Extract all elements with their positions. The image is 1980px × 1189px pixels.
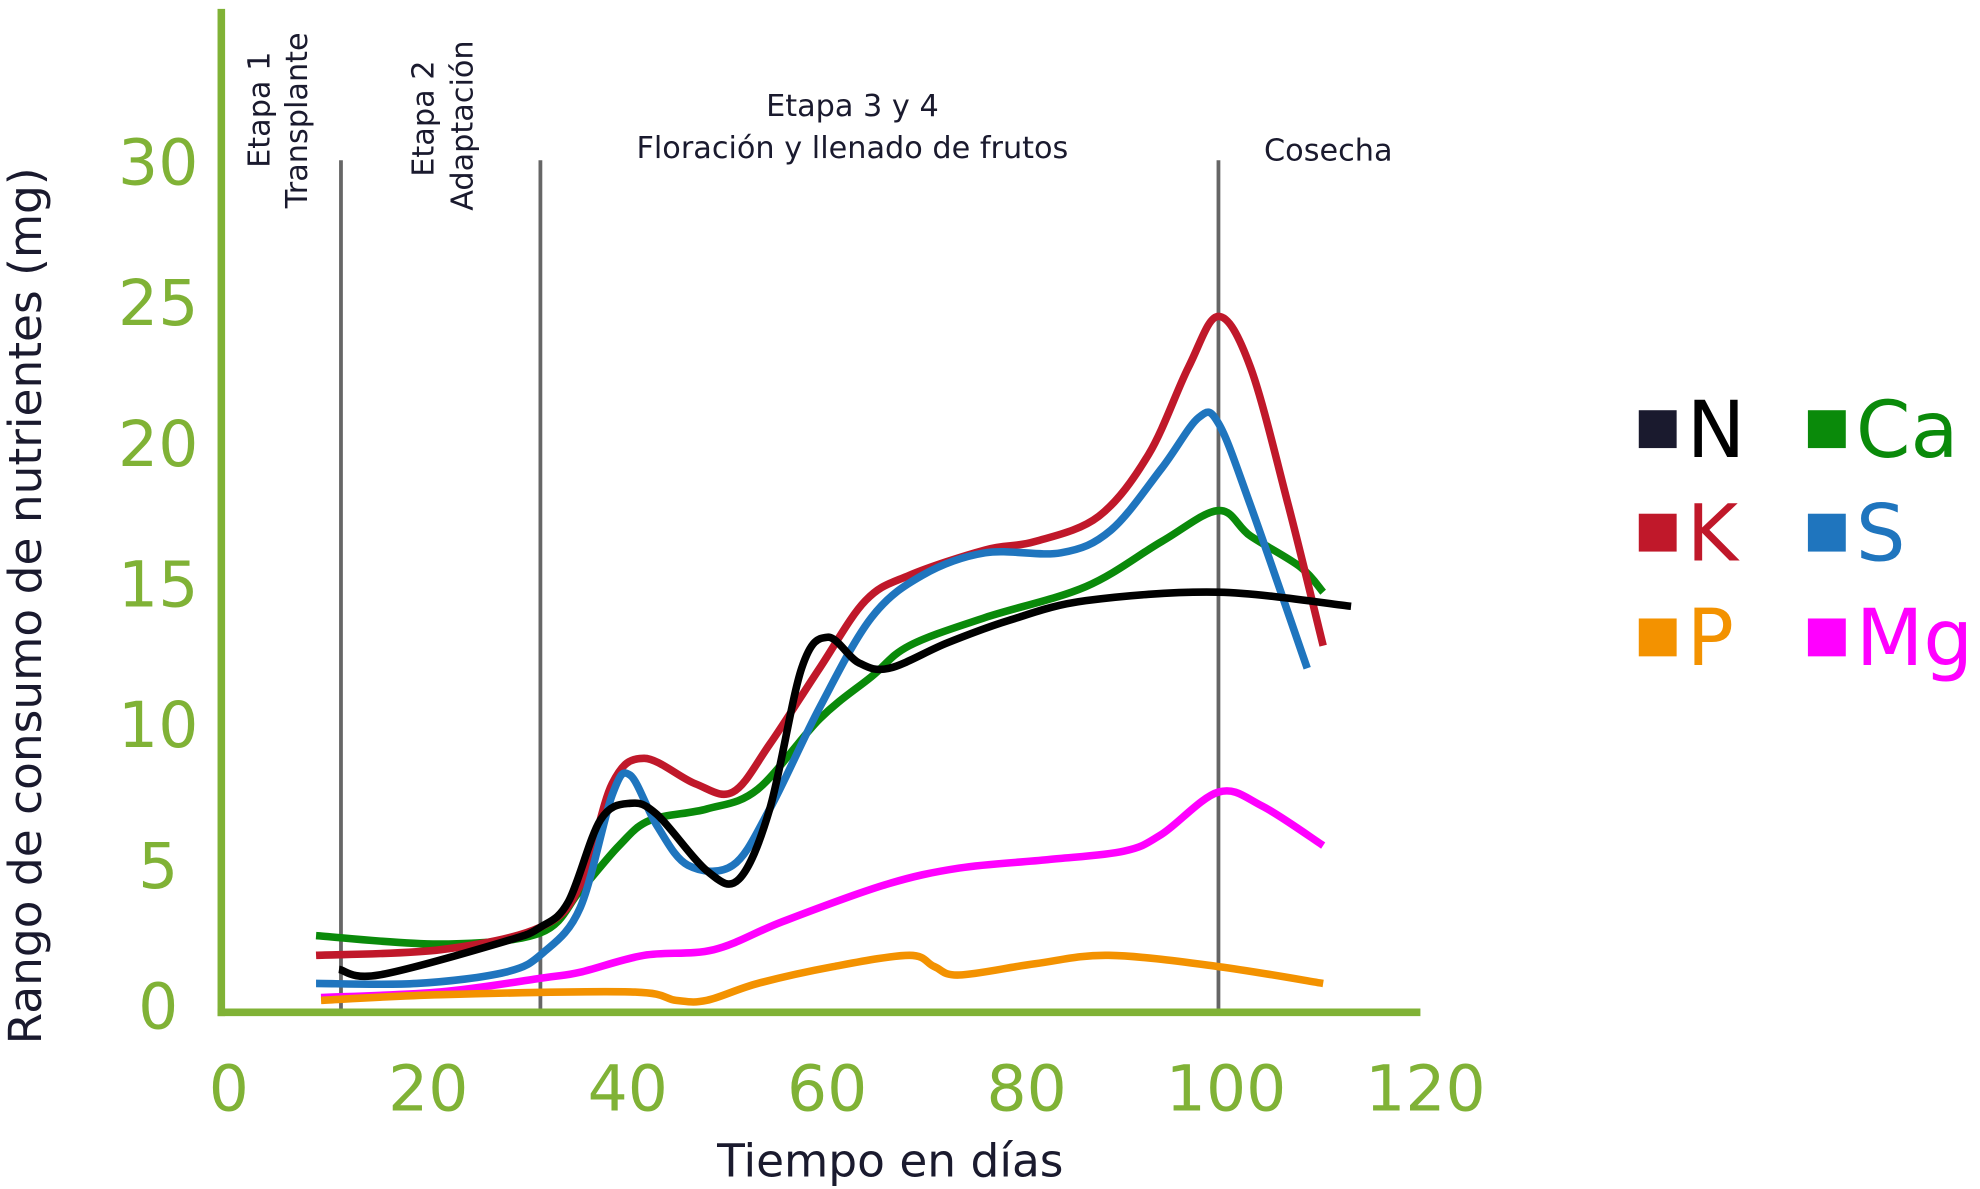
- legend: NKP Ca S Mg: [1638, 385, 1973, 684]
- legend-label-ca: Ca: [1856, 385, 1959, 476]
- y-tick-label: 25: [118, 266, 198, 340]
- legend-label-n: N: [1687, 385, 1746, 476]
- legend-swatch-mg: [1807, 618, 1846, 657]
- legend-swatch-s: [1807, 513, 1846, 552]
- x-tick-label: 60: [787, 1052, 867, 1126]
- y-tick-labels: 0 5 10 15 20 25 30: [118, 125, 198, 1043]
- y-tick-label: 5: [138, 829, 178, 903]
- x-tick-label: 120: [1365, 1052, 1485, 1126]
- phase-1-label-line1: Etapa 1: [242, 52, 277, 168]
- x-tick-label: 40: [588, 1052, 668, 1126]
- series-lines: [315, 312, 1352, 1006]
- phase-1-label-line2: Transplante: [280, 32, 315, 209]
- legend-swatch-n: [1638, 410, 1677, 449]
- legend-swatch-k: [1638, 513, 1677, 552]
- series-line-mg: [320, 787, 1326, 1002]
- series-line-p: [320, 951, 1324, 1006]
- y-tick-label: 10: [118, 688, 198, 762]
- phase-2-label-line1: Etapa 2: [406, 60, 441, 176]
- y-tick-label: 20: [118, 407, 198, 481]
- x-axis-title: Tiempo en días: [716, 1134, 1063, 1187]
- phase-lines: [339, 160, 1221, 1013]
- series-line-ca: [315, 506, 1327, 948]
- x-tick-label: 100: [1166, 1052, 1286, 1126]
- legend-swatch-p: [1638, 618, 1677, 657]
- series-line-s: [316, 408, 1311, 989]
- x-tick-label: 0: [209, 1052, 249, 1126]
- x-tick-label: 80: [986, 1052, 1066, 1126]
- legend-label-k: K: [1687, 488, 1740, 579]
- phase-harvest-label: Cosecha: [1264, 133, 1392, 168]
- legend-swatch-ca: [1807, 410, 1846, 449]
- y-tick-label: 30: [118, 125, 198, 199]
- y-tick-label: 15: [118, 547, 198, 621]
- y-tick-label: 0: [138, 970, 178, 1044]
- phase-3-label-line2: Floración y llenado de frutos: [636, 131, 1068, 166]
- legend-label-p: P: [1687, 593, 1734, 684]
- x-tick-label: 20: [388, 1052, 468, 1126]
- legend-label-s: S: [1856, 488, 1906, 579]
- phase-3-label-line1: Etapa 3 y 4: [766, 89, 939, 124]
- phase-labels: Etapa 1 Transplante Etapa 2 Adaptación E…: [242, 32, 1392, 210]
- legend-label-mg: Mg: [1856, 593, 1973, 684]
- x-tick-labels: 0 20 40 60 80 100 120: [209, 1052, 1486, 1126]
- phase-2-label-line2: Adaptación: [445, 40, 480, 210]
- y-axis-title: Rango de consumo de nutrientes (mg): [0, 167, 52, 1044]
- series-line-k: [315, 312, 1327, 960]
- series-line-n: [337, 588, 1352, 981]
